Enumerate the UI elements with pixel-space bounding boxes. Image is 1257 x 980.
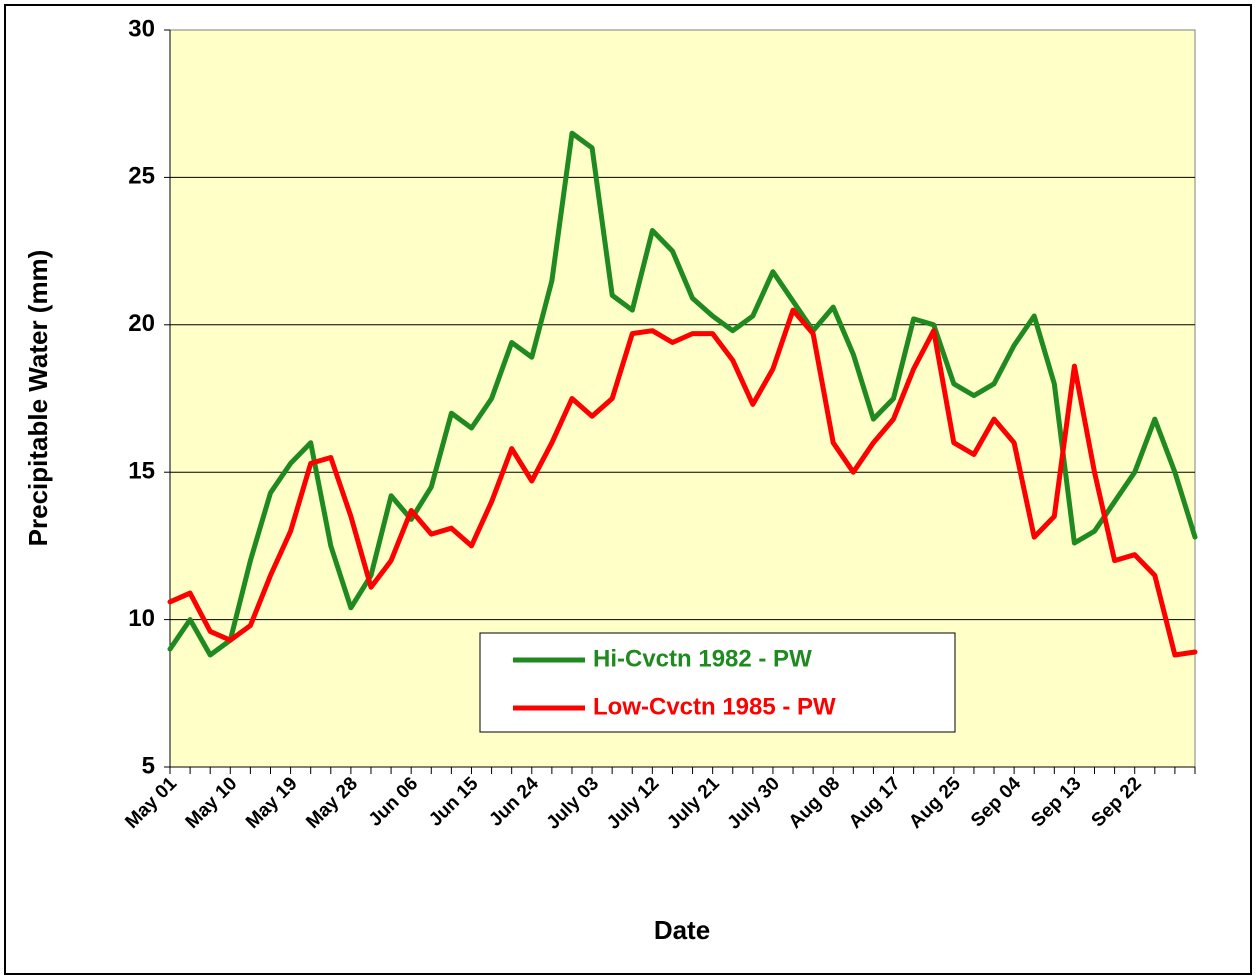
series-line — [167, 307, 1198, 658]
legend-box — [479, 632, 956, 733]
y-tick-label: 30 — [128, 15, 155, 42]
y-tick-label: 20 — [128, 310, 155, 337]
x-axis-title: Date — [654, 915, 710, 945]
legend: Hi-Cvctn 1982 - PW Low-Cvctn 1985 - PW — [479, 632, 956, 733]
y-tick-label: 15 — [128, 458, 155, 485]
series-line — [167, 130, 1198, 658]
y-tick-label: 25 — [128, 163, 155, 190]
legend-label: Low-Cvctn 1985 - PW — [593, 693, 836, 720]
legend-label: Hi-Cvctn 1982 - PW — [593, 645, 812, 672]
y-tick-label: 10 — [128, 605, 155, 632]
y-axis-title: Precipitable Water (mm) — [23, 250, 53, 547]
y-tick-label: 5 — [142, 752, 155, 779]
